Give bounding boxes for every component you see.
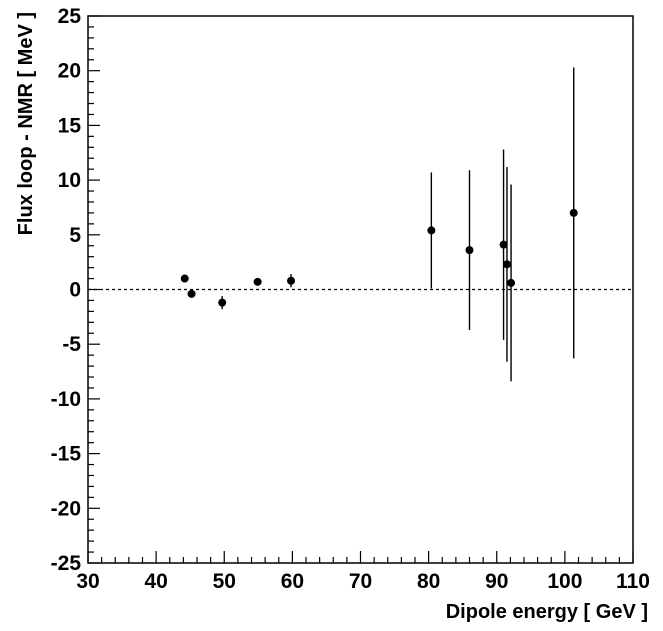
x-tick-label: 100: [547, 570, 582, 593]
x-axis-title: Dipole energy [ GeV ]: [446, 601, 648, 623]
y-tick-label: -5: [62, 333, 81, 356]
y-tick-label: -25: [51, 552, 82, 575]
y-tick-label: -20: [51, 497, 81, 520]
data-point: [287, 276, 296, 285]
y-tick-label: 15: [58, 114, 82, 137]
data-point: [502, 260, 511, 269]
data-point: [218, 298, 227, 307]
y-tick-label: 5: [69, 224, 81, 247]
x-tick-label: 80: [417, 570, 440, 593]
data-point: [569, 208, 578, 217]
data-point: [507, 278, 516, 287]
y-tick-label: 10: [58, 169, 81, 192]
x-tick-label: 90: [485, 570, 508, 593]
y-tick-label: 0: [69, 279, 81, 302]
x-tick-label: 40: [144, 570, 167, 593]
x-tick-label: 70: [349, 570, 372, 593]
data-point: [499, 240, 508, 249]
data-point: [253, 277, 262, 286]
data-point: [427, 226, 436, 235]
y-tick-label: -10: [51, 388, 81, 411]
x-tick-label: 110: [616, 570, 650, 593]
data-point: [180, 274, 189, 283]
x-tick-label: 50: [213, 570, 236, 593]
y-tick-label: 20: [58, 60, 81, 83]
x-tick-label: 30: [76, 570, 99, 593]
x-tick-label: 60: [281, 570, 304, 593]
data-point: [187, 289, 196, 298]
y-tick-label: -15: [51, 443, 82, 466]
data-point: [465, 246, 474, 255]
y-tick-label: 25: [58, 5, 82, 28]
y-axis-title: Flux loop - NMR [ MeV ]: [15, 12, 37, 235]
